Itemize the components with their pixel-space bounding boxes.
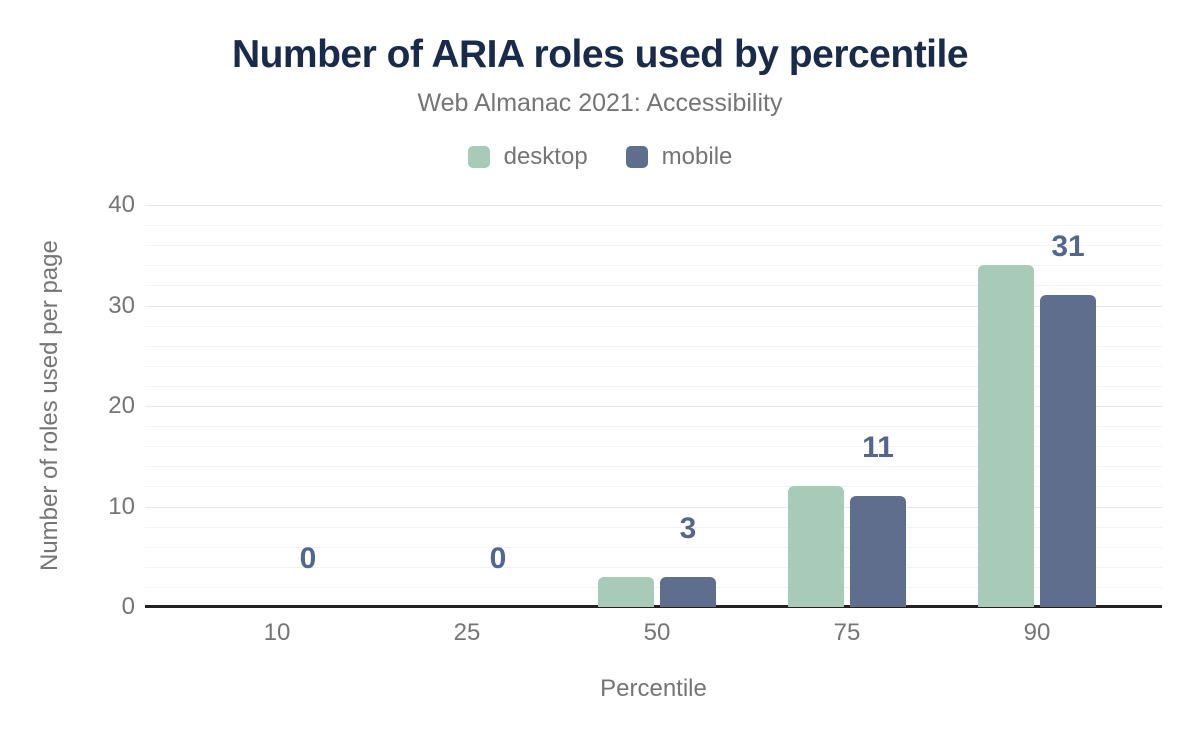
- minor-gridline-8: [145, 526, 1162, 528]
- value-label-p50: 3: [679, 511, 697, 545]
- legend-swatch-mobile: [625, 146, 648, 168]
- minor-gridline-18: [145, 426, 1162, 428]
- value-label-p10: 0: [299, 542, 317, 575]
- chart-legend: desktop mobile: [0, 143, 1200, 171]
- x-axis-title: Percentile: [600, 675, 707, 702]
- chart-subtitle: Web Almanac 2021: Accessibility: [417, 89, 783, 117]
- bar-mobile-p75[interactable]: [850, 496, 906, 607]
- chart-title: Number of ARIA roles used by percentile: [231, 33, 969, 76]
- major-gridline-10: [145, 506, 1162, 508]
- y-tick-label-30: 30: [108, 291, 135, 319]
- legend-label-desktop: desktop: [503, 143, 588, 170]
- minor-gridline-22: [145, 385, 1162, 387]
- minor-gridline-24: [145, 365, 1162, 367]
- bar-desktop-p75[interactable]: [788, 486, 844, 607]
- legend-label-mobile: mobile: [661, 143, 733, 170]
- minor-gridline-14: [145, 466, 1162, 468]
- x-tick-label-75: 75: [833, 619, 861, 646]
- minor-gridline-6: [145, 546, 1162, 548]
- major-gridline-40: [145, 205, 1162, 206]
- major-gridline-30: [145, 305, 1162, 307]
- minor-gridline-4: [145, 566, 1162, 568]
- x-tick-label-90: 90: [1023, 619, 1051, 646]
- minor-gridline-32: [145, 285, 1162, 287]
- y-tick-label-10: 10: [108, 492, 135, 520]
- minor-gridline-26: [145, 345, 1162, 347]
- x-tick-label-10: 10: [263, 619, 291, 646]
- x-tick-label-50: 50: [643, 619, 671, 646]
- major-gridline-20: [145, 406, 1162, 407]
- value-label-p25: 0: [489, 542, 507, 575]
- value-label-p90: 31: [1051, 230, 1085, 264]
- bar-desktop-p50[interactable]: [598, 576, 654, 607]
- bar-mobile-p90[interactable]: [1040, 295, 1096, 607]
- x-tick-label-25: 25: [453, 619, 481, 646]
- y-tick-label-40: 40: [108, 191, 135, 218]
- y-tick-label-0: 0: [121, 593, 135, 620]
- value-label-p75: 11: [862, 431, 894, 465]
- bar-desktop-p90[interactable]: [978, 265, 1034, 607]
- minor-gridline-12: [145, 486, 1162, 488]
- legend-swatch-desktop: [467, 146, 490, 168]
- minor-gridline-38: [145, 225, 1162, 227]
- minor-gridline-34: [145, 265, 1162, 267]
- minor-gridline-16: [145, 446, 1162, 448]
- legend-item-desktop: desktop: [467, 143, 588, 171]
- minor-gridline-36: [145, 245, 1162, 247]
- bar-mobile-p50[interactable]: [660, 576, 716, 607]
- minor-gridline-28: [145, 325, 1162, 327]
- y-tick-label-20: 20: [108, 392, 135, 419]
- legend-item-mobile: mobile: [625, 143, 733, 171]
